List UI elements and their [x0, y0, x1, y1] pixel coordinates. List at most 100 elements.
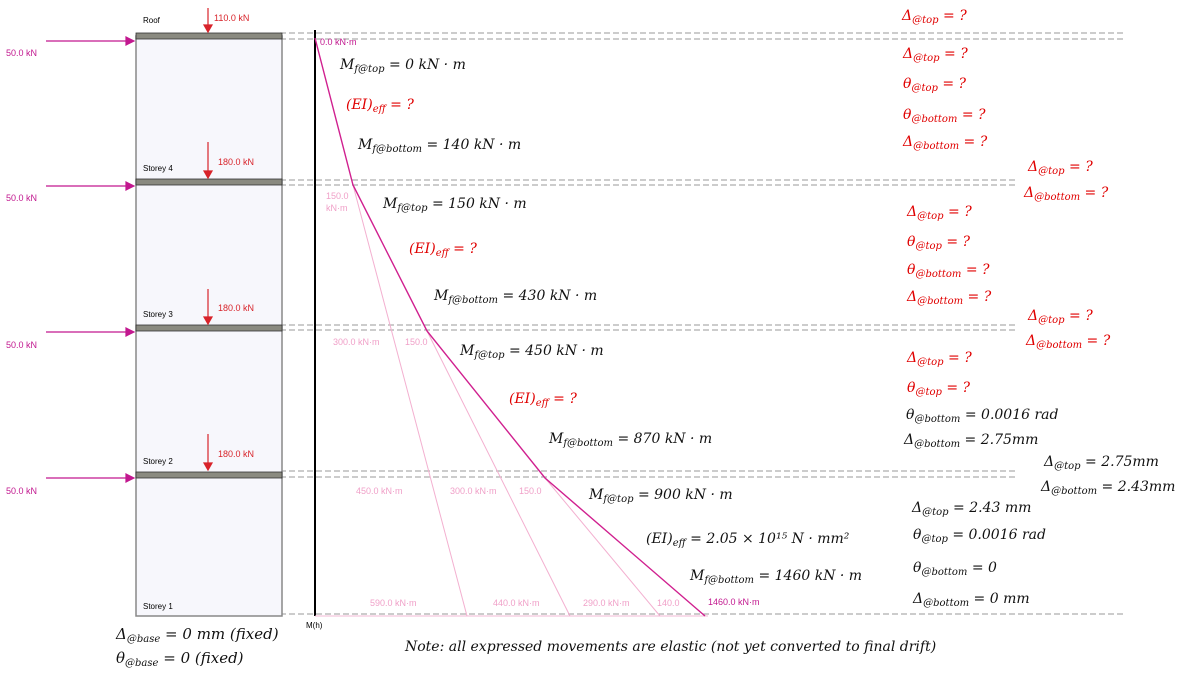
equation-value: = 140 kN · m [422, 137, 522, 153]
right-equation: Δ@bottom = ? [907, 289, 991, 307]
equation-value: = 2.43 mm [948, 500, 1032, 516]
mid-equation: Mf@bottom = 430 kN · m [434, 288, 597, 306]
equation-subscript: @bottom [911, 114, 958, 125]
mid-equation: Mf@bottom = 1460 kN · m [690, 568, 862, 586]
pink-moment-label: 300.0 kN·m [333, 337, 380, 347]
right-equation: θ@top = ? [903, 76, 966, 94]
equation-subscript: f@bottom [372, 144, 423, 155]
equation-subscript: @bottom [1051, 486, 1098, 497]
equation-subscript: @bottom [923, 598, 970, 609]
mid-equation: Mf@top = 900 kN · m [589, 487, 733, 505]
equation-value: = ? [943, 204, 972, 220]
moment-axis-label: M(h) [306, 621, 323, 630]
equation-value: = ? [941, 234, 971, 250]
equation-subscript: @bottom [914, 439, 961, 450]
equation-symbol: Δ [902, 8, 913, 24]
equation-value: = ? [941, 380, 971, 396]
equation-subscript: @top [911, 83, 938, 94]
pink-moment-label: kN·m [326, 203, 348, 213]
right-equation: θ@bottom = ? [907, 262, 990, 280]
mid-equation: Mf@top = 150 kN · m [383, 196, 527, 214]
equation-symbol: M [383, 196, 398, 212]
equation-symbol: Δ [1024, 185, 1035, 201]
equation-value: = ? [937, 76, 967, 92]
equation-value: = 1460 kN · m [754, 568, 863, 584]
equation-subscript: f@bottom [563, 438, 614, 449]
equation-value: = 2.75mm [960, 432, 1039, 448]
gravity-load-2: 180.0 kN [218, 449, 255, 459]
lateral-load-4: 50.0 kN [6, 193, 38, 203]
right-equation: Δ@top = ? [907, 350, 972, 368]
equation-subscript: @top [1054, 461, 1081, 472]
equation-symbol: Δ [907, 350, 918, 366]
equation-symbol: θ [907, 262, 916, 278]
equation-subscript: eff [435, 248, 449, 259]
equation-value: = ? [1064, 308, 1093, 324]
slab-storey-4 [135, 178, 283, 186]
equation-symbol: Δ [912, 500, 923, 516]
right-equation: Δ@top = ? [907, 204, 972, 222]
mid-equation: (EI)eff = ? [409, 241, 477, 259]
lateral-load-3: 50.0 kN [6, 340, 38, 350]
equation-value: = 2.75mm [1080, 454, 1159, 470]
equation-value: = 0 mm [969, 591, 1030, 607]
equation-value: = 450 kN · m [504, 343, 604, 359]
equation-value: = 870 kN · m [613, 431, 713, 447]
equation-symbol: M [434, 288, 449, 304]
equation-value: = ? [1082, 333, 1111, 349]
equation-subscript: eff [672, 538, 686, 549]
equation-symbol: θ [906, 407, 915, 423]
equation-value: = 0.0016 rad [960, 407, 1059, 423]
equation-subscript: @top [913, 53, 940, 64]
gravity-load-roof: 110.0 kN [214, 13, 250, 23]
equation-subscript: @top [921, 534, 948, 545]
equation-symbol: Δ [1044, 454, 1055, 470]
equation-value: = ? [961, 262, 990, 278]
right-equation: Δ@bottom = ? [903, 134, 987, 152]
equation-subscript: @bottom [915, 269, 962, 280]
equation-value: = ? [1064, 159, 1093, 175]
equation-value: = ? [939, 46, 968, 62]
equation-value: = ? [938, 8, 967, 24]
equation-symbol: Δ [907, 204, 918, 220]
equation-symbol: θ [907, 234, 916, 250]
equation-symbol: Δ [904, 432, 915, 448]
slab-storey-3 [135, 324, 283, 332]
equation-subscript: @top [917, 357, 944, 368]
equation-symbol: (EI) [509, 391, 536, 407]
equation-symbol: (EI) [646, 531, 673, 547]
equation-symbol: (EI) [346, 97, 373, 113]
pink-moment-label: 150.0 [326, 191, 349, 201]
equation-value: = 2.43mm [1097, 479, 1176, 495]
mid-equation: Mf@top = 450 kN · m [460, 343, 604, 361]
right-equation: θ@bottom = ? [903, 107, 986, 125]
storey-label-1: Storey 1 [143, 602, 173, 611]
equation-symbol: Δ [907, 289, 918, 305]
right-equation: θ@top = 0.0016 rad [913, 527, 1046, 545]
top-moment-label: 0.0 kN·m [320, 37, 357, 47]
pink-moment-label: 150.0 [519, 486, 542, 496]
equation-value: = ? [548, 391, 577, 407]
mid-equation: (EI)eff = ? [346, 97, 414, 115]
equation-value: = 0 [967, 560, 997, 576]
equation-symbol: θ [913, 560, 922, 576]
equation-symbol: Δ [903, 46, 914, 62]
lateral-arrows [46, 36, 136, 483]
equation-subscript: f@bottom [704, 575, 755, 586]
slab-roof [135, 32, 283, 40]
right-equation: Δ@top = ? [902, 8, 967, 26]
equation-subscript: f@bottom [448, 295, 499, 306]
equation-value: = ? [448, 241, 477, 257]
equation-symbol: θ [913, 527, 922, 543]
equation-subscript: f@top [474, 350, 505, 361]
slab-storey-2 [135, 471, 283, 479]
equation-symbol: Δ [903, 134, 914, 150]
equation-subscript: @top [912, 15, 939, 26]
right-equation: Δ@top = ? [1028, 308, 1093, 326]
mid-equation: Mf@bottom = 870 kN · m [549, 431, 712, 449]
pink-moment-label: 150.0 [405, 337, 428, 347]
equation-subscript: @bottom [917, 296, 964, 307]
gravity-load-3: 180.0 kN [218, 303, 255, 313]
base-theta: θ@base = 0 (fixed) [116, 649, 244, 669]
equation-symbol: M [549, 431, 564, 447]
